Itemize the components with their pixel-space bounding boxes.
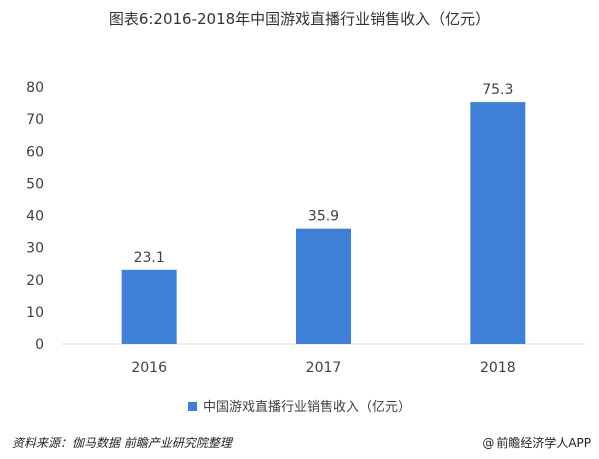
at-sign-icon: @ <box>482 435 495 450</box>
chart-legend: 中国游戏直播行业销售收入（亿元） <box>0 396 599 415</box>
y-tick-label: 20 <box>26 273 44 289</box>
y-tick-label: 0 <box>35 337 44 353</box>
legend-label: 中国游戏直播行业销售收入（亿元） <box>202 400 411 415</box>
y-tick-label: 50 <box>26 176 44 192</box>
legend-swatch <box>187 402 197 411</box>
y-tick-label: 80 <box>26 80 44 96</box>
x-tick-label-2018: 2018 <box>480 360 516 376</box>
bar-2017 <box>296 228 351 344</box>
brand-note: @ 前瞻经济学人APP <box>482 434 591 451</box>
chart-title: 图表6:2016-2018年中国游戏直播行业销售收入（亿元） <box>108 10 491 28</box>
y-tick-label: 40 <box>26 209 44 225</box>
data-label-2018: 75.3 <box>482 82 513 98</box>
brand-label: 前瞻经济学人APP <box>496 436 591 450</box>
source-note: 资料来源：伽马数据 前瞻产业研究院整理 <box>12 436 232 450</box>
data-label-2017: 35.9 <box>308 209 339 225</box>
x-tick-label-2016: 2016 <box>131 360 167 376</box>
bar-2018 <box>470 102 526 344</box>
y-tick-label: 60 <box>26 144 44 160</box>
y-tick-label: 30 <box>26 241 44 257</box>
data-label-2016: 23.1 <box>134 250 165 266</box>
bar-2016 <box>121 269 177 344</box>
x-tick-label-2017: 2017 <box>306 360 342 376</box>
y-tick-label: 10 <box>26 305 44 321</box>
y-tick-label: 70 <box>26 112 44 128</box>
